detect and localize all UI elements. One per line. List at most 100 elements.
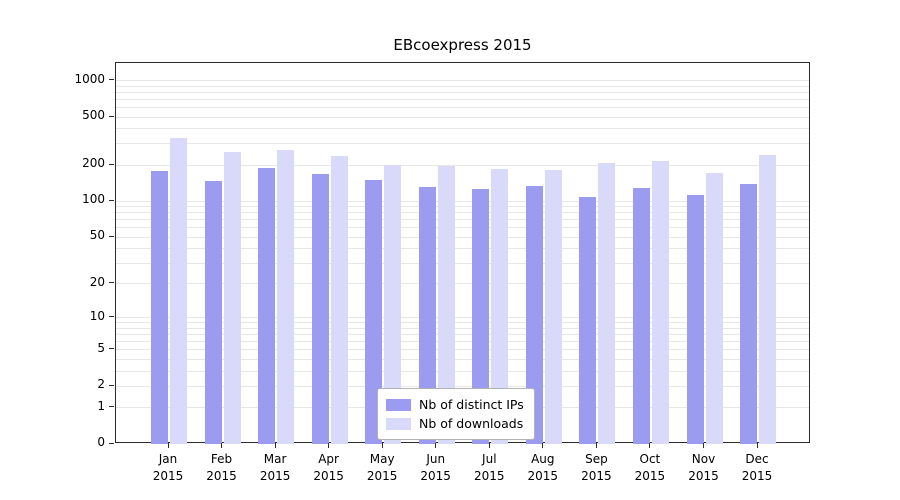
y-tick-label: 5 <box>97 340 105 355</box>
y-tick-label: 1000 <box>74 71 105 86</box>
gridline <box>116 116 809 118</box>
x-tick-label: Mar 2015 <box>248 451 302 485</box>
bar-downloads <box>759 154 776 444</box>
x-tick-label: Aug 2015 <box>516 451 570 485</box>
bar-distinct-ips <box>686 194 704 444</box>
gridline <box>116 143 809 145</box>
chart-title: EBcoexpress 2015 <box>393 36 532 54</box>
x-tick-label: Oct 2015 <box>623 451 677 485</box>
gridline <box>116 227 809 229</box>
gridline <box>116 212 809 214</box>
gridline <box>116 128 809 130</box>
x-tick-month: Jan <box>158 452 178 466</box>
gridline <box>116 236 809 238</box>
bar-distinct-ips <box>365 179 383 444</box>
x-tick-label: Apr 2015 <box>302 451 356 485</box>
bar-downloads <box>705 173 723 444</box>
x-tick-year: 2015 <box>206 469 237 483</box>
bar-distinct-ips <box>579 197 597 444</box>
gridline <box>116 219 809 221</box>
gridline <box>116 164 809 166</box>
gridline <box>116 206 809 208</box>
y-tick-mark <box>109 163 114 165</box>
y-tick-mark <box>109 282 114 284</box>
y-tick-mark <box>109 79 114 81</box>
legend-item-distinct-ips: Nb of distinct IPs <box>386 395 524 414</box>
y-tick-label: 0 <box>97 435 105 449</box>
x-tick-year: 2015 <box>474 469 505 483</box>
x-tick-mark <box>488 443 490 448</box>
gridline <box>116 91 809 93</box>
y-tick-mark <box>109 384 114 386</box>
x-tick-label: Jan 2015 <box>141 451 195 485</box>
x-tick-month: Feb <box>210 452 233 466</box>
bar-downloads <box>330 156 348 444</box>
x-tick-mark <box>328 443 330 448</box>
gridline <box>116 370 809 372</box>
x-tick-mark <box>595 443 597 448</box>
legend-label: Nb of downloads <box>419 416 524 431</box>
x-tick-month: Mar <box>263 452 287 466</box>
x-tick-year: 2015 <box>634 469 666 483</box>
x-tick-month: Jul <box>482 452 497 466</box>
x-tick-month: Sep <box>585 452 608 466</box>
bar-downloads <box>277 150 295 444</box>
x-tick-month: May <box>369 452 395 466</box>
x-tick-month: Aug <box>531 452 555 466</box>
y-tick-label: 10 <box>89 308 105 323</box>
bar-downloads <box>223 151 241 444</box>
x-tick-mark <box>167 443 169 448</box>
bar-downloads <box>437 165 455 444</box>
chart-legend: Nb of distinct IPs Nb of downloads <box>377 388 535 440</box>
bar-distinct-ips <box>740 183 757 444</box>
x-tick-mark <box>542 443 544 448</box>
gridline <box>116 341 809 343</box>
x-tick-month: Apr <box>318 452 339 466</box>
x-tick-month: Oct <box>639 452 661 466</box>
x-tick-mark <box>274 443 276 448</box>
y-tick-label: 2 <box>97 377 105 392</box>
y-tick-mark <box>109 348 114 350</box>
x-tick-label: Jul 2015 <box>462 451 516 485</box>
gridline <box>116 107 809 108</box>
x-tick-mark <box>221 443 222 448</box>
x-tick-month: Jun <box>426 452 446 466</box>
y-tick-mark <box>109 235 114 237</box>
gridline <box>116 317 809 319</box>
x-tick-label: Jun 2015 <box>409 451 463 485</box>
x-tick-year: 2015 <box>259 469 291 483</box>
gridline <box>116 262 809 264</box>
gridline <box>116 200 809 202</box>
x-tick-year: 2015 <box>152 469 184 483</box>
x-tick-month: Nov <box>691 452 716 466</box>
x-tick-mark <box>703 443 704 448</box>
x-tick-year: 2015 <box>527 469 559 483</box>
bar-distinct-ips <box>258 167 276 444</box>
bar-downloads <box>384 165 402 444</box>
gridline <box>116 248 809 250</box>
bar-downloads <box>170 138 187 444</box>
legend-label: Nb of distinct IPs <box>419 397 524 412</box>
bar-distinct-ips <box>418 186 436 444</box>
x-tick-year: 2015 <box>366 469 398 483</box>
legend-item-downloads: Nb of downloads <box>386 414 524 433</box>
bar-downloads <box>598 162 616 444</box>
gridline <box>116 98 809 100</box>
x-tick-mark <box>435 443 437 448</box>
x-tick-year: 2015 <box>581 469 612 483</box>
bar-distinct-ips <box>151 171 168 444</box>
bar-distinct-ips <box>525 185 543 444</box>
gridline <box>116 322 809 324</box>
legend-swatch <box>386 398 411 411</box>
bar-distinct-ips <box>311 174 329 444</box>
gridline <box>116 80 809 82</box>
bar-distinct-ips <box>632 187 650 444</box>
gridline <box>116 349 809 351</box>
x-tick-label: May 2015 <box>355 451 409 485</box>
x-tick-year: 2015 <box>741 469 773 483</box>
bar-downloads <box>491 169 509 444</box>
x-tick-label: Feb 2015 <box>195 451 249 485</box>
x-tick-mark <box>649 443 651 448</box>
plot-area <box>115 62 810 444</box>
